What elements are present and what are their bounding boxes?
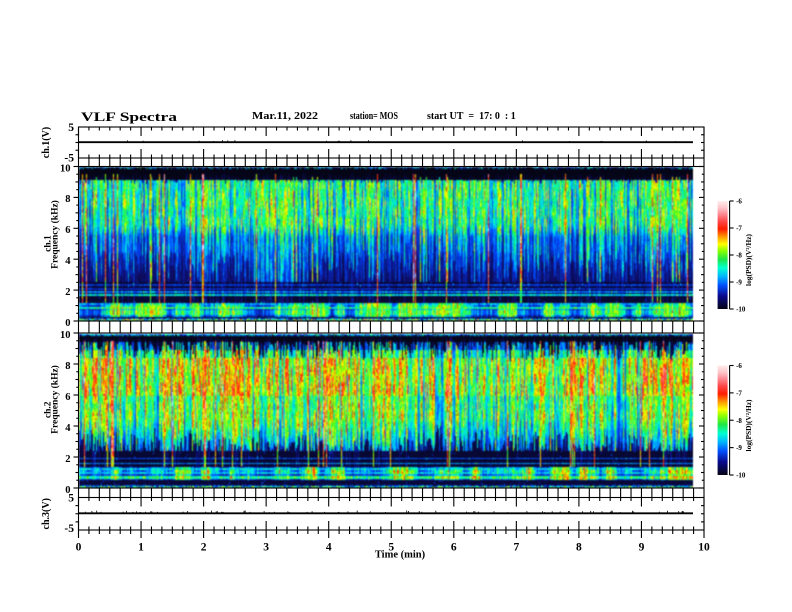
svg-text:-7: -7: [736, 225, 742, 233]
svg-text:-10: -10: [736, 306, 746, 314]
svg-text:-8: -8: [736, 417, 742, 425]
svg-text:-9: -9: [736, 279, 742, 287]
svg-text:-10: -10: [736, 472, 746, 480]
svg-text:5: 5: [68, 122, 74, 134]
svg-text:5: 5: [68, 493, 74, 505]
svg-text:Frequency (kHz): Frequency (kHz): [49, 200, 60, 269]
svg-text:log(PSD)(V²/Hz): log(PSD)(V²/Hz): [745, 233, 753, 286]
svg-text:2: 2: [65, 454, 70, 465]
svg-text:0: 0: [76, 542, 82, 554]
svg-text:6: 6: [451, 542, 457, 554]
svg-text:1: 1: [138, 542, 144, 554]
svg-text:Time (min): Time (min): [375, 550, 426, 561]
svg-text:10: 10: [60, 330, 71, 341]
svg-text:4: 4: [65, 423, 71, 434]
svg-text:-6: -6: [736, 362, 742, 370]
svg-text:log(PSD)(V²/Hz): log(PSD)(V²/Hz): [745, 399, 753, 452]
svg-text:8: 8: [65, 361, 70, 372]
svg-text:8: 8: [65, 194, 70, 205]
svg-text:Frequency (kHz): Frequency (kHz): [49, 365, 60, 434]
svg-text:10: 10: [698, 542, 710, 554]
svg-text:3: 3: [263, 542, 269, 554]
svg-text:6: 6: [65, 225, 70, 236]
svg-text:-5: -5: [64, 523, 74, 535]
svg-text:start UT = 17: 0 : 1: start UT = 17: 0 : 1: [427, 111, 516, 122]
svg-text:station= MOS: station= MOS: [350, 111, 398, 122]
svg-text:-7: -7: [736, 389, 742, 397]
svg-text:5: 5: [388, 542, 394, 554]
svg-text:ch.1(V): ch.1(V): [41, 127, 52, 158]
svg-text:4: 4: [65, 256, 71, 267]
svg-text:10: 10: [60, 163, 71, 174]
svg-text:6: 6: [65, 392, 70, 403]
svg-text:8: 8: [576, 542, 582, 554]
svg-text:-8: -8: [736, 252, 742, 260]
svg-text:4: 4: [326, 542, 332, 554]
svg-text:ch.1: ch.1: [43, 235, 53, 252]
svg-text:0: 0: [65, 485, 70, 496]
svg-text:-9: -9: [736, 444, 742, 452]
svg-text:7: 7: [513, 542, 519, 554]
svg-text:0: 0: [65, 318, 70, 329]
svg-text:2: 2: [65, 287, 70, 298]
svg-text:VLF Spectra: VLF Spectra: [81, 109, 178, 124]
svg-text:9: 9: [639, 542, 645, 554]
svg-text:-5: -5: [64, 153, 74, 165]
svg-text:ch.3(V): ch.3(V): [41, 498, 52, 529]
svg-text:-6: -6: [736, 198, 742, 206]
svg-text:Mar.11, 2022: Mar.11, 2022: [252, 111, 318, 122]
svg-text:2: 2: [201, 542, 207, 554]
svg-text:ch.2: ch.2: [43, 401, 53, 418]
